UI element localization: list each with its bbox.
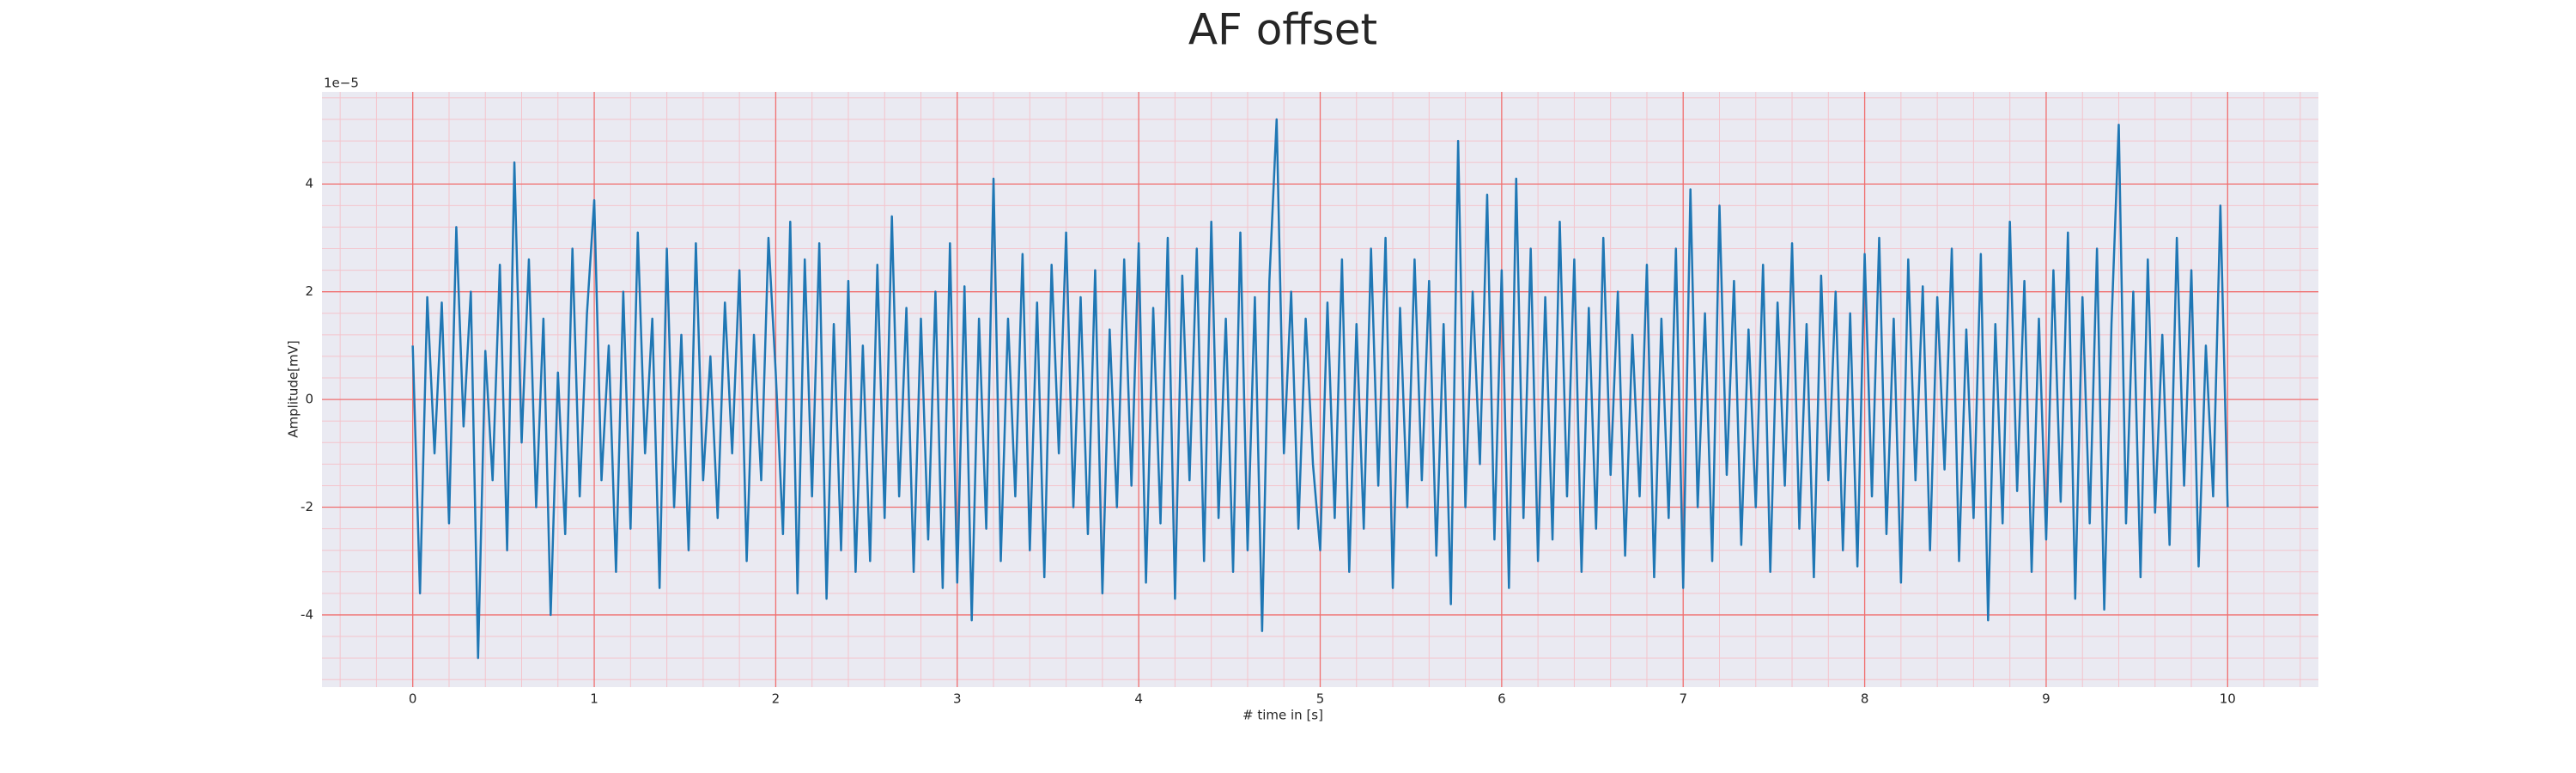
x-tick-label: 3 [953,691,962,707]
x-tick-label: 1 [590,691,598,707]
offset-text: 1e−5 [324,76,359,91]
y-tick-label: 0 [305,392,313,407]
x-tick-label: 4 [1134,691,1143,707]
x-tick-label: 10 [2220,691,2236,707]
x-tick-label: 8 [1861,691,1869,707]
x-tick-label: 6 [1498,691,1506,707]
y-tick-label: 2 [305,283,313,299]
y-tick-label: 4 [305,176,313,192]
x-tick-label: 5 [1316,691,1325,707]
data-line [411,118,2229,660]
x-tick-label: 9 [2042,691,2050,707]
marks [411,118,2229,660]
y-axis-label: Amplitude[mV] [286,340,301,437]
y-tick-label: -2 [301,499,313,514]
x-tick-label: 0 [409,691,417,707]
y-tick-label: -4 [301,606,313,622]
x-tick-label: 2 [772,691,781,707]
x-axis-label: # time in [s] [1242,708,1323,723]
x-tick-label: 7 [1679,691,1687,707]
chart-title: AF offset [1188,5,1377,55]
